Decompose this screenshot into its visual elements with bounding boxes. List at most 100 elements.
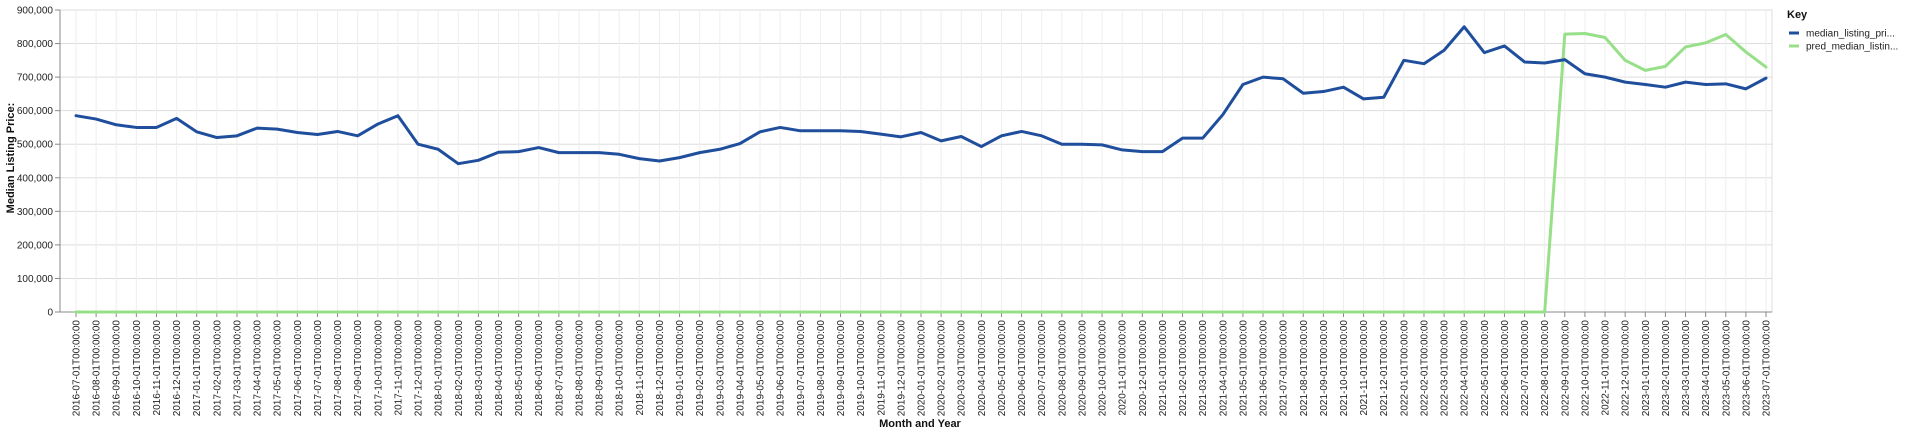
x-tick-label: 2022-09-01T00:00:00 xyxy=(1560,320,1571,417)
x-tick-label: 2022-01-01T00:00:00 xyxy=(1399,320,1410,417)
x-tick-label: 2016-08-01T00:00:00 xyxy=(92,320,103,417)
x-tick-label: 2017-07-01T00:00:00 xyxy=(313,320,324,417)
x-tick-label: 2023-04-01T00:00:00 xyxy=(1701,320,1712,417)
x-tick-label: 2020-07-01T00:00:00 xyxy=(1037,320,1048,417)
series-line-1 xyxy=(74,31,1768,314)
x-tick-label: 2016-11-01T00:00:00 xyxy=(152,320,163,416)
x-tick-label: 2020-03-01T00:00:00 xyxy=(957,320,968,417)
x-tick-label: 2016-12-01T00:00:00 xyxy=(172,320,183,417)
x-tick-label: 2016-07-01T00:00:00 xyxy=(72,320,83,417)
x-tick-label: 2023-03-01T00:00:00 xyxy=(1681,320,1692,417)
x-tick-label: 2019-12-01T00:00:00 xyxy=(896,320,907,417)
x-tick-label: 2019-06-01T00:00:00 xyxy=(776,320,787,417)
x-tick-label: 2022-04-01T00:00:00 xyxy=(1460,320,1471,417)
x-tick-label: 2019-02-01T00:00:00 xyxy=(695,320,706,417)
x-tick-label: 2017-01-01T00:00:00 xyxy=(192,320,203,417)
series-lines xyxy=(74,25,1768,314)
x-tick-label: 2020-01-01T00:00:00 xyxy=(917,320,928,417)
x-tick-label: 2016-09-01T00:00:00 xyxy=(112,320,123,417)
legend-label: pred_median_listin... xyxy=(1806,42,1898,53)
x-tick-label: 2020-08-01T00:00:00 xyxy=(1057,320,1068,417)
x-tick-label: 2018-05-01T00:00:00 xyxy=(514,320,525,417)
x-tick-label: 2018-11-01T00:00:00 xyxy=(635,320,646,416)
x-tick-label: 2020-06-01T00:00:00 xyxy=(1017,320,1028,417)
y-tick-label: 500,000 xyxy=(17,140,54,151)
x-tick-label: 2021-09-01T00:00:00 xyxy=(1319,320,1330,417)
y-tick-label: 900,000 xyxy=(17,6,54,17)
x-tick-label: 2017-08-01T00:00:00 xyxy=(333,320,344,417)
x-tick-label: 2022-05-01T00:00:00 xyxy=(1480,320,1491,417)
x-tick-label: 2022-06-01T00:00:00 xyxy=(1500,320,1511,417)
y-tick-label: 300,000 xyxy=(17,207,54,218)
x-tick-label: 2021-04-01T00:00:00 xyxy=(1218,320,1229,417)
x-tick-label: 2022-07-01T00:00:00 xyxy=(1520,320,1531,417)
x-tick-label: 2021-11-01T00:00:00 xyxy=(1359,320,1370,416)
x-tick-label: 2018-12-01T00:00:00 xyxy=(655,320,666,417)
x-tick-label: 2018-04-01T00:00:00 xyxy=(494,320,505,417)
x-tick-label: 2019-08-01T00:00:00 xyxy=(816,320,827,417)
y-tick-label: 0 xyxy=(47,308,53,319)
x-tick-label: 2017-11-01T00:00:00 xyxy=(393,320,404,416)
y-tick-label: 400,000 xyxy=(17,173,54,184)
x-tick-label: 2023-02-01T00:00:00 xyxy=(1661,320,1672,417)
x-tick-label: 2021-07-01T00:00:00 xyxy=(1279,320,1290,417)
x-tick-label: 2017-09-01T00:00:00 xyxy=(353,320,364,417)
x-tick-label: 2018-08-01T00:00:00 xyxy=(574,320,585,417)
x-tick-label: 2022-10-01T00:00:00 xyxy=(1580,320,1591,417)
x-tick-label: 2020-11-01T00:00:00 xyxy=(1118,320,1129,416)
x-tick-label: 2016-10-01T00:00:00 xyxy=(132,320,143,417)
x-tick-label: 2020-12-01T00:00:00 xyxy=(1138,320,1149,417)
y-tick-label: 700,000 xyxy=(17,73,54,84)
y-axis-title: Median Listing Price: xyxy=(5,103,17,214)
x-tick-label: 2019-10-01T00:00:00 xyxy=(856,320,867,417)
x-tick-label: 2017-03-01T00:00:00 xyxy=(232,320,243,417)
x-axis: 2016-07-01T00:00:00 2016-08-01T00:00:00 20… xyxy=(60,311,1773,417)
x-tick-label: 2017-12-01T00:00:00 xyxy=(414,320,425,417)
x-tick-label: 2022-12-01T00:00:00 xyxy=(1621,320,1632,417)
x-tick-label: 2018-06-01T00:00:00 xyxy=(534,320,545,417)
x-tick-label: 2021-01-01T00:00:00 xyxy=(1158,320,1169,417)
x-tick-label: 2022-08-01T00:00:00 xyxy=(1540,320,1551,417)
x-tick-label: 2021-06-01T00:00:00 xyxy=(1259,320,1270,417)
x-tick-label: 2018-03-01T00:00:00 xyxy=(474,320,485,417)
legend-label: median_listing_pri... xyxy=(1806,29,1895,40)
x-tick-label: 2019-07-01T00:00:00 xyxy=(796,320,807,417)
x-tick-label: 2020-10-01T00:00:00 xyxy=(1098,320,1109,417)
legend-title: Key xyxy=(1787,9,1808,21)
x-tick-label: 2017-04-01T00:00:00 xyxy=(253,320,264,417)
x-tick-label: 2018-01-01T00:00:00 xyxy=(434,320,445,417)
x-tick-label: 2018-09-01T00:00:00 xyxy=(595,320,606,417)
x-tick-label: 2018-10-01T00:00:00 xyxy=(615,320,626,417)
series-line-0 xyxy=(74,25,1768,166)
x-tick-label: 2020-09-01T00:00:00 xyxy=(1077,320,1088,417)
x-tick-label: 2017-02-01T00:00:00 xyxy=(212,320,223,417)
x-tick-label: 2017-05-01T00:00:00 xyxy=(273,320,284,417)
x-tick-label: 2021-03-01T00:00:00 xyxy=(1198,320,1209,417)
y-axis: 0 100,000 200,000 300,000 400,000 500,000 600,… xyxy=(17,6,61,319)
x-tick-label: 2018-07-01T00:00:00 xyxy=(554,320,565,417)
x-tick-label: 2023-05-01T00:00:00 xyxy=(1721,320,1732,417)
x-tick-label: 2020-05-01T00:00:00 xyxy=(997,320,1008,417)
x-tick-label: 2021-08-01T00:00:00 xyxy=(1299,320,1310,417)
y-tick-label: 200,000 xyxy=(17,240,54,251)
x-tick-label: 2019-05-01T00:00:00 xyxy=(756,320,767,417)
x-tick-label: 2019-03-01T00:00:00 xyxy=(715,320,726,417)
x-tick-label: 2017-10-01T00:00:00 xyxy=(373,320,384,417)
x-tick-label: 2021-05-01T00:00:00 xyxy=(1238,320,1249,417)
x-tick-label: 2022-02-01T00:00:00 xyxy=(1419,320,1430,417)
x-tick-label: 2020-02-01T00:00:00 xyxy=(937,320,948,417)
x-tick-label: 2021-10-01T00:00:00 xyxy=(1339,320,1350,417)
x-tick-label: 2023-06-01T00:00:00 xyxy=(1741,320,1752,417)
x-tick-label: 2023-07-01T00:00:00 xyxy=(1762,320,1773,417)
y-tick-label: 800,000 xyxy=(17,39,54,50)
x-tick-label: 2019-01-01T00:00:00 xyxy=(675,320,686,417)
x-axis-title: Month and Year xyxy=(879,418,961,430)
x-tick-label: 2022-03-01T00:00:00 xyxy=(1440,320,1451,417)
x-tick-label: 2019-09-01T00:00:00 xyxy=(836,320,847,417)
x-tick-label: 2017-06-01T00:00:00 xyxy=(293,320,304,417)
y-tick-label: 600,000 xyxy=(17,106,54,117)
x-tick-label: 2019-04-01T00:00:00 xyxy=(735,320,746,417)
x-tick-label: 2019-11-01T00:00:00 xyxy=(876,320,887,416)
legend: Key median_listing_pri... pred_median_lis… xyxy=(1787,9,1898,53)
